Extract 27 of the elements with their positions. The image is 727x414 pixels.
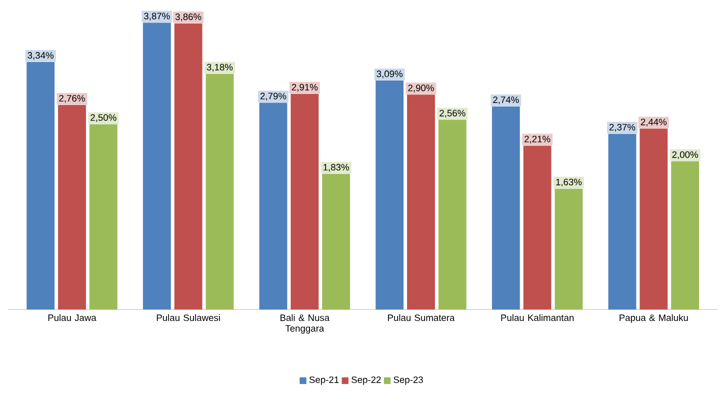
data-label: 2,56% [440,110,466,118]
x-tick-label: Pulau Jawa [48,314,96,322]
x-tick-label: Pulau Sulawesi [156,314,220,322]
data-label: 1,63% [556,178,582,187]
data-label: 2,79% [260,93,286,101]
data-label: 2,90% [408,84,434,93]
data-label: 3,34% [28,52,54,60]
data-label: 3,86% [175,14,202,22]
data-label: 2,44% [640,118,667,127]
data-label: 2,91% [292,84,318,92]
data-label: 2,00% [672,152,698,160]
data-label: 3,18% [206,64,233,72]
x-tick-label: Bali & Nusa Tenggara [280,314,330,334]
data-label: 2,50% [90,114,116,122]
data-label: 1,83% [324,164,349,172]
data-label: 2,76% [59,95,85,103]
data-label: 3,09% [376,70,402,78]
data-label: 2,21% [524,136,550,144]
x-tick-label: Pulau Sumatera [388,314,455,322]
legend-label: Sep-22 [352,376,381,386]
data-label: 2,74% [493,96,519,104]
legend-label: Sep-21 [309,376,339,386]
legend-label: Sep-23 [394,376,423,386]
data-label: 2,37% [609,124,636,132]
x-tick-label: Pulau Kalimantan [501,314,574,322]
data-label: 3,87% [144,13,170,21]
x-tick-label: Papua & Maluku [620,314,688,324]
